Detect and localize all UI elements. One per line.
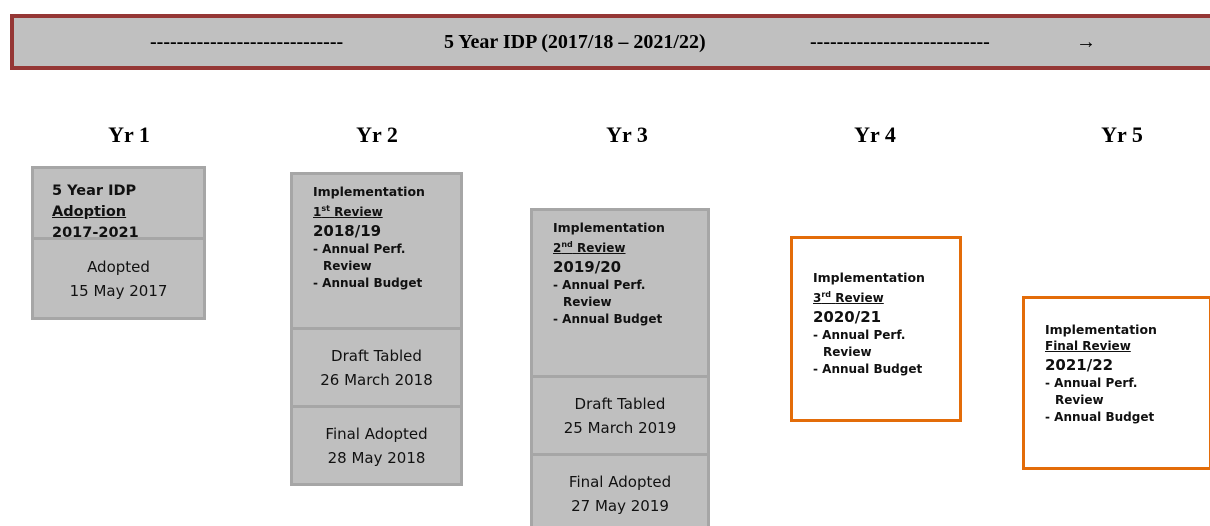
year-label: Yr 3 <box>606 122 648 147</box>
sub-line: Draft Tabled <box>331 346 422 365</box>
stage-box: Implementation 3rd Review 2020/21- Annual … <box>790 236 962 422</box>
review-suffix: nd <box>561 240 573 249</box>
period: 2019/20 <box>553 258 622 276</box>
review-text: Final Review <box>1045 339 1131 353</box>
stage-head: 5 Year IDP Adoption 2017-2021 <box>34 169 203 244</box>
sub-line: Final Adopted <box>325 424 428 443</box>
review-number: 1 <box>313 205 322 219</box>
review: 1st Review <box>313 200 460 221</box>
review: 2nd Review <box>553 236 707 257</box>
stage-sub-box: Draft Tabled 25 March 2019 <box>530 375 710 456</box>
list-item: - Annual Budget <box>813 362 923 376</box>
stage-sub-box: Final Adopted 27 May 2019 <box>530 453 710 526</box>
stage-box: Implementation Final Review 2021/22 - Annua… <box>1022 296 1210 470</box>
list-item: - Annual Budget <box>1045 410 1155 424</box>
stage-sub-box: Adopted 15 May 2017 <box>31 237 206 320</box>
stage-head: Implementation Final Review 2021/22 - Annua… <box>1025 313 1209 426</box>
sub-line: 27 May 2019 <box>571 496 669 515</box>
stage-head: Implementation 3rd Review 2020/21- Annual … <box>793 261 959 378</box>
period: 2018/19 <box>313 222 382 240</box>
banner: ----------------------------- 5 Year IDP… <box>10 14 1210 70</box>
review: Adoption <box>52 202 203 223</box>
banner-arrow: → <box>1076 31 1096 53</box>
sub-line: 28 May 2018 <box>327 448 426 467</box>
sub-line: Adopted <box>87 257 150 276</box>
list-item: - Annual Perf. Review <box>1045 376 1138 407</box>
list-item: - Annual Budget <box>313 276 423 290</box>
stage-box: Implementation 2nd Review 2019/20- Annual … <box>530 208 710 378</box>
stage-title: Implementation <box>313 184 425 199</box>
list-item: - Annual Perf. Review <box>813 328 906 359</box>
stage-title: 5 Year IDP <box>52 183 137 199</box>
review-text: Review <box>576 241 626 255</box>
period: 2020/21 <box>813 308 882 326</box>
sub-line: 26 March 2018 <box>320 370 433 389</box>
review: 3rd Review <box>813 286 959 307</box>
review-text: Review <box>334 205 383 219</box>
sub-line: Draft Tabled <box>574 394 666 413</box>
review-number: 2 <box>553 241 562 255</box>
banner-title: 5 Year IDP (2017/18 – 2021/22) <box>444 31 706 53</box>
sub-line: 25 March 2019 <box>563 418 677 437</box>
year-label: Yr 2 <box>356 122 398 147</box>
stage-head: Implementation 2nd Review 2019/20- Annual … <box>533 211 707 328</box>
year-label: Yr 5 <box>1101 122 1143 147</box>
list-item: - Annual Perf. Review <box>313 242 406 273</box>
review-number: 3 <box>813 291 822 305</box>
stage-title: Implementation <box>1045 322 1157 337</box>
stage-title: Implementation <box>553 220 665 235</box>
stage-box: 5 Year IDP Adoption 2017-2021 <box>31 166 206 241</box>
review-text: Review <box>835 291 884 305</box>
year-label: Yr 4 <box>854 122 896 147</box>
review-suffix: rd <box>821 290 832 299</box>
stage-head: Implementation 1st Review 2018/19- Annual … <box>293 175 460 292</box>
period: 2021/22 <box>1045 356 1114 374</box>
year-label: Yr 1 <box>108 122 150 147</box>
sub-line: Final Adopted <box>568 472 672 491</box>
review: Final Review <box>1045 338 1209 355</box>
banner-dashes: --------------------------- <box>810 31 990 53</box>
review-text: Adoption <box>52 204 127 220</box>
review-suffix: st <box>321 204 330 213</box>
list-item: - Annual Budget <box>553 312 663 326</box>
stage-box: Implementation 1st Review 2018/19- Annual … <box>290 172 463 330</box>
stage-sub-box: Final Adopted 28 May 2018 <box>290 405 463 486</box>
list-item: - Annual Perf. Review <box>553 278 646 309</box>
stage-title: Implementation <box>813 270 925 285</box>
stage-sub-box: Draft Tabled 26 March 2018 <box>290 327 463 408</box>
sub-line: 15 May 2017 <box>69 281 168 300</box>
banner-dashes: ----------------------------- <box>150 31 344 53</box>
